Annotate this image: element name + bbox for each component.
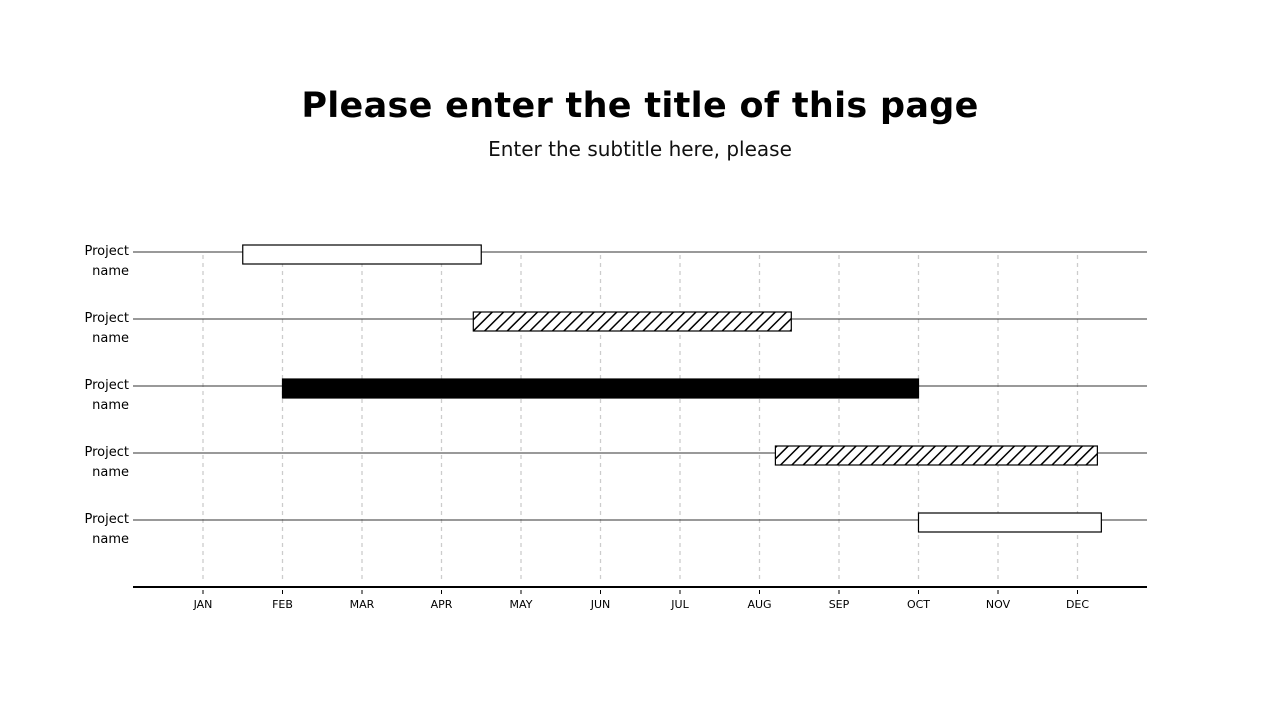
task-label: name [92, 331, 129, 346]
chart-title: Please enter the title of this page [301, 86, 979, 126]
x-tick-label: AUG [747, 598, 771, 611]
task-label: name [92, 264, 129, 279]
gantt-row: Project name [85, 378, 1147, 413]
x-tick-label: MAR [350, 598, 375, 611]
x-tick-label: JUL [670, 598, 689, 611]
x-tick-label: FEB [272, 598, 293, 611]
x-tick-label: JAN [193, 598, 213, 611]
task-label: Project [85, 311, 129, 326]
chart-subtitle: Enter the subtitle here, please [488, 137, 792, 161]
x-tick-label: NOV [986, 598, 1011, 611]
task-label: name [92, 532, 129, 547]
x-tick-label: MAY [510, 598, 533, 611]
task-bar[interactable] [917, 512, 1102, 533]
x-tick-label: OCT [907, 598, 930, 611]
x-tick-label: APR [431, 598, 453, 611]
gantt-row: Project name [85, 512, 1147, 547]
gantt-row: Project name [85, 244, 1147, 279]
task-label: Project [85, 378, 129, 393]
task-bar[interactable] [242, 244, 482, 265]
task-bar[interactable] [472, 311, 792, 332]
task-bar[interactable] [281, 378, 920, 399]
task-bar[interactable] [774, 445, 1098, 466]
task-label: Project [85, 445, 129, 460]
task-label: name [92, 398, 129, 413]
task-label: name [92, 465, 129, 480]
gantt-row: Project name [85, 445, 1147, 480]
gantt-row: Project name [85, 311, 1147, 346]
x-tick-label: JUN [590, 598, 611, 611]
task-label: Project [85, 244, 129, 259]
task-label: Project [85, 512, 129, 527]
x-tick-label: SEP [829, 598, 850, 611]
x-tick-label: DEC [1066, 598, 1089, 611]
